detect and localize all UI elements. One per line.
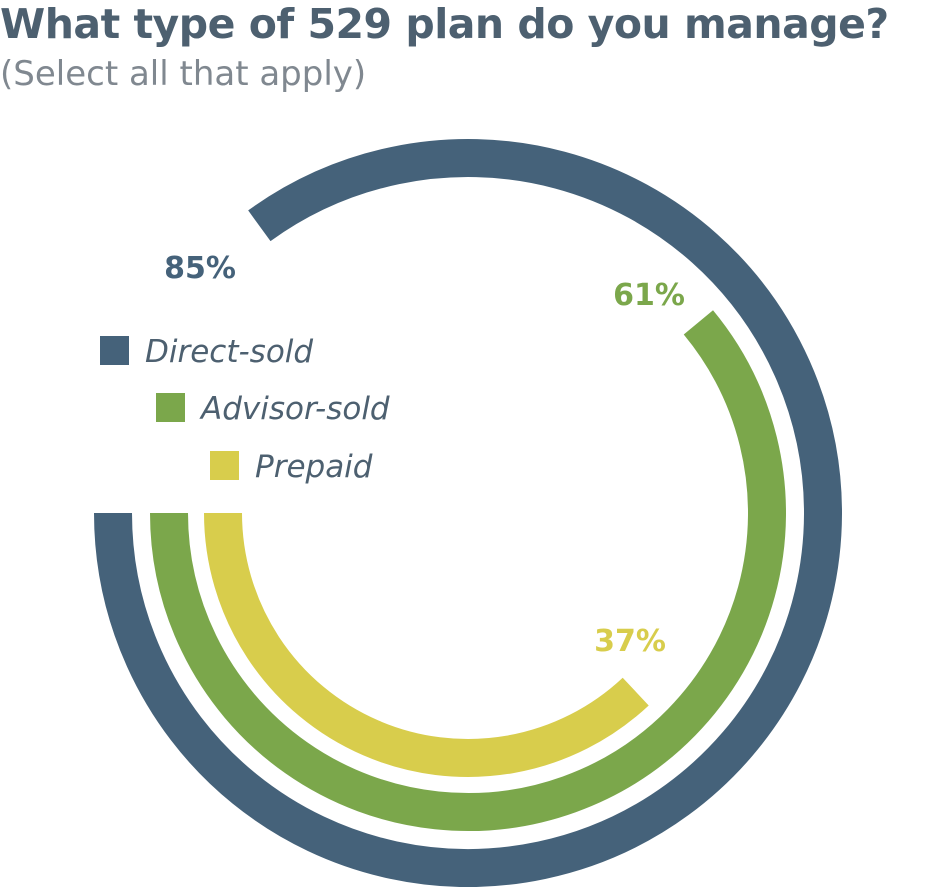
- legend-item-direct-sold: Direct-sold: [100, 334, 313, 370]
- legend-swatch-prepaid: [210, 451, 239, 480]
- value-label-advisor-sold: 61%: [613, 278, 685, 313]
- value-label-direct-sold: 85%: [164, 251, 236, 286]
- legend-label-direct-sold: Direct-sold: [145, 334, 313, 370]
- legend-label-advisor-sold: Advisor-sold: [199, 391, 390, 427]
- legend-item-advisor-sold: Advisor-sold: [156, 391, 390, 427]
- legend: Direct-sold Advisor-sold Prepaid: [100, 334, 390, 485]
- value-label-prepaid: 37%: [594, 624, 666, 659]
- legend-swatch-direct-sold: [100, 336, 129, 365]
- legend-item-prepaid: Prepaid: [210, 449, 373, 485]
- value-label-group: 85% 61% 37%: [164, 251, 685, 659]
- arc-advisor-sold: [150, 310, 786, 831]
- chart-subtitle: (Select all that apply): [0, 54, 367, 94]
- legend-label-prepaid: Prepaid: [255, 449, 373, 485]
- arc-prepaid: [204, 512, 649, 777]
- legend-swatch-advisor-sold: [156, 393, 185, 422]
- arc-direct-sold: [94, 139, 842, 887]
- chart-title: What type of 529 plan do you manage?: [0, 0, 889, 48]
- arc-group: [94, 139, 842, 887]
